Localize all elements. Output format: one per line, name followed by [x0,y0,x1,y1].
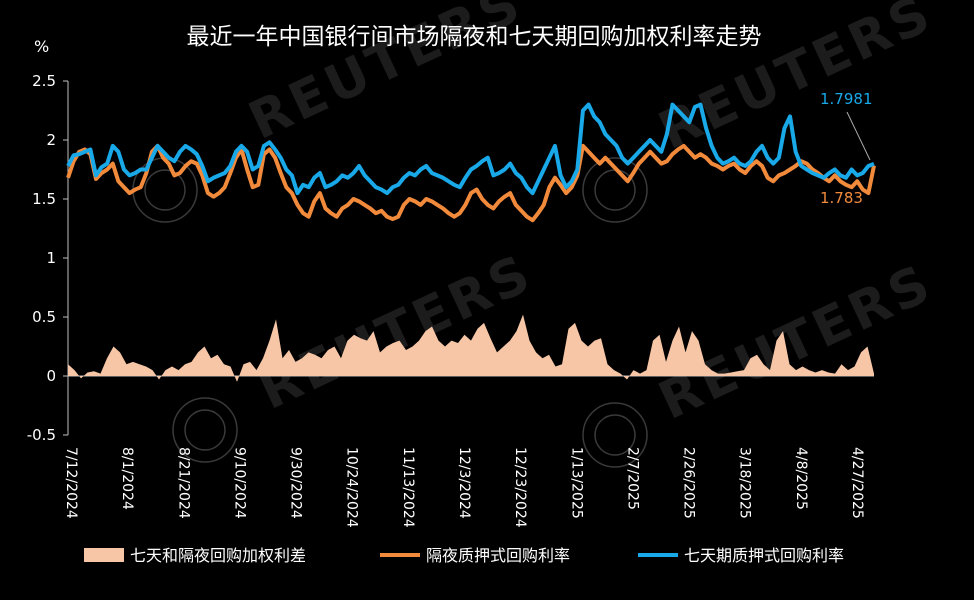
x-tick-label: 12/23/2024 [512,447,528,528]
legend-label-seven-day: 七天期质押式回购利率 [684,546,844,565]
y-tick-label: 2.5 [32,72,56,90]
y-tick-label: 0.5 [32,308,56,326]
x-tick-label: 1/13/2025 [568,447,584,519]
x-tick-label: 11/13/2024 [400,447,416,528]
y-tick-label: 1 [46,249,56,267]
x-tick-label: 9/10/2024 [231,447,247,519]
x-tick-label: 10/24/2024 [344,447,360,528]
x-tick-label: 3/18/2025 [737,447,753,519]
legend: 七天和隔夜回购加权利差 隔夜质押式回购利率 七天期质押式回购利率 [84,546,844,565]
x-tick-label: 8/1/2024 [119,447,135,510]
series-seven-day-line [66,102,875,196]
legend-label-overnight: 隔夜质押式回购利率 [426,546,570,565]
x-axis: 7/12/2024 8/1/2024 8/21/2024 9/10/2024 9/30/… [63,375,874,528]
annotation-leader-line [846,111,871,161]
watermark: REUTERS REUTERS REUTERS REUTERS [132,0,942,468]
series-overnight-line [66,143,876,223]
legend-swatch-spread [84,548,124,562]
x-tick-label: 4/27/2025 [849,447,865,519]
x-tick-label: 9/30/2024 [288,447,304,519]
y-axis-unit: % [34,37,49,56]
chart-title: 最近一年中国银行间市场隔夜和七天期回购加权利率走势 [187,24,762,50]
x-tick-label: 12/3/2024 [456,447,472,519]
annotation-overnight-last: 1.783 [820,189,863,207]
legend-label-spread: 七天和隔夜回购加权利差 [130,546,306,565]
svg-text:REUTERS: REUTERS [250,243,542,422]
series-spread-area [68,314,874,382]
y-tick-label: -0.5 [27,426,56,444]
x-tick-label: 7/12/2024 [63,447,79,519]
x-tick-label: 4/8/2025 [793,447,809,510]
x-tick-label: 8/21/2024 [175,447,191,519]
y-tick-label: 2 [46,131,56,149]
y-tick-label: 1.5 [32,190,56,208]
svg-text:REUTERS: REUTERS [240,0,532,152]
y-tick-label: 0 [46,367,56,385]
y-axis: 2.5 2 1.5 1 0.5 0 -0.5 [27,72,69,444]
plot-area [66,102,876,382]
x-tick-label: 2/7/2025 [624,447,640,510]
annotation-seven-day-last: 1.7981 [820,90,873,108]
x-tick-label: 2/26/2025 [681,447,697,519]
